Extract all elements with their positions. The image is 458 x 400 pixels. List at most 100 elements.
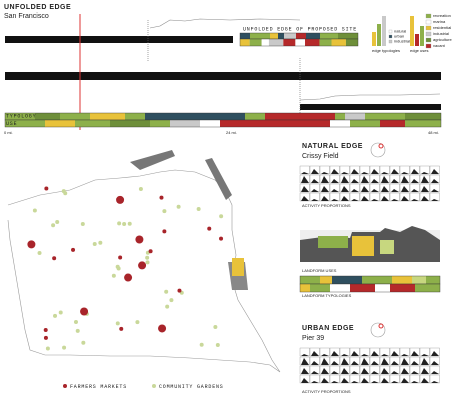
activity-shape xyxy=(301,354,309,356)
activity-shape xyxy=(421,196,429,201)
segment xyxy=(305,39,320,46)
activity-shape xyxy=(411,361,419,365)
edge-bar xyxy=(5,72,441,80)
activity-shape xyxy=(311,179,319,183)
activity-shape xyxy=(321,368,329,374)
farmers-market xyxy=(116,195,125,204)
community-garden xyxy=(213,324,218,329)
segment xyxy=(345,113,365,120)
farmers-market xyxy=(207,226,212,231)
activity-shape xyxy=(311,371,319,374)
activity-shape xyxy=(311,189,319,192)
strip-border xyxy=(4,119,442,128)
legend-swatch xyxy=(425,31,432,37)
farmers-market xyxy=(138,261,147,270)
segment xyxy=(240,33,250,39)
segment xyxy=(278,33,284,39)
pier xyxy=(205,158,232,200)
elevation-line xyxy=(149,18,301,29)
segment xyxy=(270,33,278,39)
activity-shape xyxy=(341,172,349,174)
farmers-market xyxy=(71,247,76,252)
activity-shape xyxy=(361,186,369,192)
legend-label: urban xyxy=(394,34,404,39)
activity-shape xyxy=(331,169,339,174)
segment xyxy=(249,39,262,46)
community-garden xyxy=(73,320,78,325)
segment xyxy=(405,120,441,127)
activity-shape xyxy=(341,354,349,356)
legend-caption: edge uses xyxy=(410,48,428,53)
legend-swatch xyxy=(425,37,432,43)
activity-shape xyxy=(331,381,339,383)
farmers-market xyxy=(27,240,36,249)
community-garden xyxy=(117,221,122,226)
farmers-market xyxy=(124,273,133,282)
activity-shape xyxy=(391,169,399,174)
segment xyxy=(390,284,415,292)
strip-border xyxy=(239,38,359,47)
activity-shape xyxy=(421,368,429,374)
legend-label: agriculture xyxy=(433,37,452,42)
community-garden xyxy=(122,221,127,226)
segment xyxy=(335,113,345,120)
activity-shape xyxy=(401,358,409,365)
segment xyxy=(332,276,362,284)
community-garden xyxy=(61,189,66,194)
segment xyxy=(310,284,330,292)
farmers-market xyxy=(119,326,124,331)
activity-shape xyxy=(431,189,439,192)
activity-shape xyxy=(301,172,309,174)
activity-shape xyxy=(351,189,359,192)
segment xyxy=(319,39,332,46)
segment xyxy=(261,39,269,46)
activity-shape xyxy=(431,199,439,201)
activity-shape xyxy=(411,179,419,183)
community-garden xyxy=(162,209,167,214)
caption: LANDFORM USES xyxy=(302,268,337,273)
legend-swatch xyxy=(388,29,393,34)
segment xyxy=(338,33,358,39)
segment xyxy=(350,284,375,292)
community-garden xyxy=(215,343,220,348)
activity-shape xyxy=(301,358,309,365)
farmers-market xyxy=(80,307,89,316)
activity-shape xyxy=(301,368,309,374)
segment xyxy=(265,113,335,120)
activity-shape xyxy=(321,172,329,174)
legend-label: industrial xyxy=(433,31,449,36)
landform xyxy=(300,226,440,262)
community-garden xyxy=(62,345,67,350)
activity-shape xyxy=(331,189,339,192)
farmers-market xyxy=(219,236,224,241)
segment xyxy=(150,120,170,127)
title: UNFOLDED EDGE xyxy=(4,4,71,11)
segment xyxy=(5,120,45,127)
edge-bar xyxy=(5,36,233,43)
activity-shape xyxy=(391,199,399,201)
segment xyxy=(345,39,358,46)
activity-shape xyxy=(391,381,399,383)
activity-shape xyxy=(351,199,359,201)
activity-shape xyxy=(331,371,339,374)
activity-shape xyxy=(361,354,369,356)
farmers-market xyxy=(148,249,153,254)
segment xyxy=(415,284,440,292)
segment xyxy=(220,120,330,127)
segment xyxy=(330,284,350,292)
segment xyxy=(375,284,390,292)
legend-swatch xyxy=(388,39,393,44)
activity-shape xyxy=(301,186,309,192)
community-garden xyxy=(98,240,103,245)
community-garden xyxy=(135,320,140,325)
activity-shape xyxy=(381,172,389,174)
legend-bar xyxy=(377,24,381,46)
legend-swatch xyxy=(425,43,432,49)
typology-use-bands xyxy=(4,112,442,128)
site-strip xyxy=(239,32,359,47)
activity-shape xyxy=(371,371,379,374)
legend-label: vacant xyxy=(433,43,446,48)
activity-shape xyxy=(341,186,349,192)
farmers-market xyxy=(44,186,49,191)
activity-shape xyxy=(321,176,329,183)
